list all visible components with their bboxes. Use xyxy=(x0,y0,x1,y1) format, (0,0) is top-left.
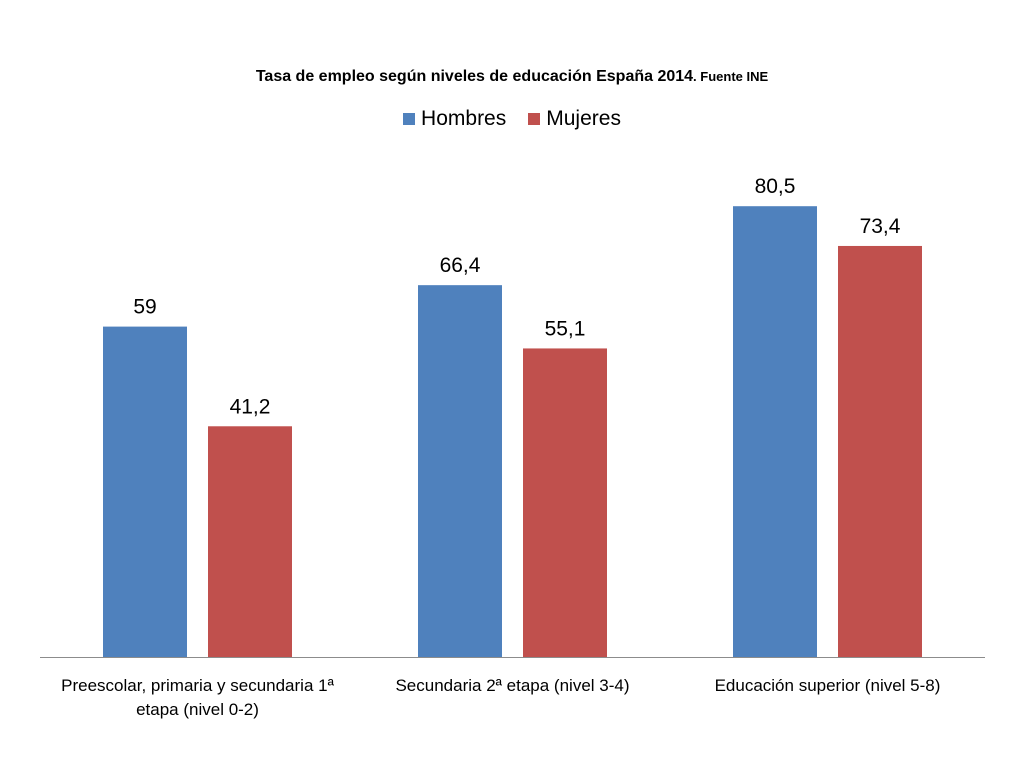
bar-mujeres-1 xyxy=(523,348,607,657)
data-label-mujeres-1: 55,1 xyxy=(545,317,586,340)
legend-label-mujeres: Mujeres xyxy=(546,107,621,130)
category-label-2: Educación superior (nivel 5-8) xyxy=(715,676,941,695)
chart-title-source: . Fuente INE xyxy=(693,69,769,84)
data-label-mujeres-0: 41,2 xyxy=(230,395,271,418)
chart-legend: Hombres Mujeres xyxy=(0,107,1024,131)
chart-title: Tasa de empleo según niveles de educació… xyxy=(0,68,1024,86)
legend-swatch-hombres xyxy=(403,113,416,125)
bar-hombres-1 xyxy=(418,285,502,657)
bar-hombres-0 xyxy=(103,326,187,657)
chart-title-main: Tasa de empleo según niveles de educació… xyxy=(255,68,694,85)
bar-mujeres-0 xyxy=(208,426,292,657)
data-label-hombres-0: 59 xyxy=(133,296,156,319)
legend-label-hombres: Hombres xyxy=(421,107,507,130)
bar-mujeres-2 xyxy=(838,245,922,657)
legend-swatch-mujeres xyxy=(528,113,541,125)
category-label-0-line-1: etapa (nivel 0-2) xyxy=(136,700,259,719)
bar-hombres-2 xyxy=(733,206,817,657)
data-label-hombres-1: 66,4 xyxy=(440,254,481,277)
category-label-1: Secundaria 2ª etapa (nivel 3-4) xyxy=(395,676,629,695)
legend-item-mujeres: Mujeres xyxy=(528,107,621,131)
category-label-0-line-0: Preescolar, primaria y secundaria 1ª xyxy=(61,676,334,695)
data-label-mujeres-2: 73,4 xyxy=(860,215,901,238)
legend-item-hombres: Hombres xyxy=(403,107,506,131)
data-label-hombres-2: 80,5 xyxy=(755,175,796,198)
